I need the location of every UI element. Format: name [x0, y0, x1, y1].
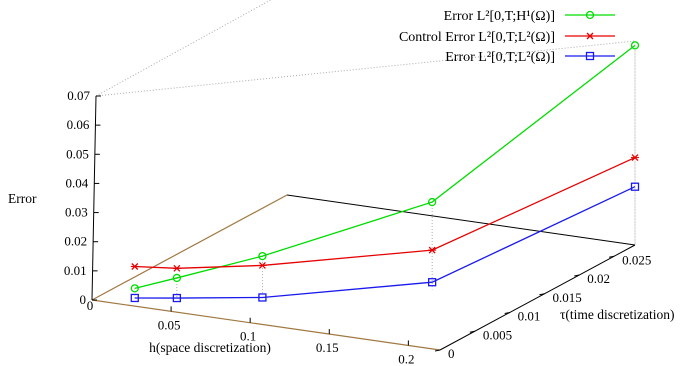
legend-entry-label: Error L²[0,T;H¹(Ω)] [444, 9, 555, 24]
h-tick-label: 0.15 [316, 340, 339, 355]
tau-tick-label: 0.015 [552, 290, 581, 305]
legend-swatch-marker [585, 10, 595, 20]
series-point [631, 154, 639, 162]
h-axis-line [91, 299, 441, 351]
z-axis-line [91, 95, 97, 301]
z-tick-label: 0 [80, 292, 87, 307]
h-axis-label: h(space discretization) [149, 340, 271, 355]
h-tick-label: 0.2 [398, 351, 414, 366]
h-tick-label: 0.1 [240, 329, 256, 344]
axis-ticks: 0 0.01 0.02 0.03 0.04 0.05 0.06 0.07 0 0.05 0.1 0.1… [64, 88, 652, 366]
series-point [130, 293, 139, 303]
tau-tick-mark [469, 330, 475, 333]
left-base-edge [91, 194, 288, 301]
z-tick-label: 0.04 [66, 175, 89, 190]
z-axis-label: Error [8, 191, 37, 206]
series-point [428, 246, 437, 254]
tau-axis-line [439, 244, 636, 351]
series-point [172, 293, 182, 303]
series-point [427, 278, 437, 287]
tau-tick-mark [434, 349, 441, 352]
series-point [130, 263, 139, 270]
legend-swatch-marker [586, 32, 594, 40]
z-tick-label: 0.06 [67, 117, 90, 132]
z-tick-label: 0.03 [65, 205, 88, 220]
legend-swatch-marker [585, 51, 595, 61]
series-point [630, 182, 640, 191]
plot-frame [91, 0, 636, 351]
tau-tick-mark [609, 255, 615, 258]
tau-tick-label: 0.01 [518, 309, 541, 324]
z-tick-label: 0.02 [64, 234, 87, 249]
legend-entry-label: Control Error L²[0,T;L²(Ω)] [399, 30, 555, 45]
data-series [130, 41, 640, 303]
axis-labels: Error h(space discretization) τ(time discr… [8, 191, 675, 355]
h-tick-label: 0.05 [158, 317, 181, 332]
tau-tick-mark [504, 312, 510, 314]
series-line [134, 44, 636, 289]
box-top-back-edge [95, 0, 272, 97]
series-point [427, 197, 437, 207]
tau-tick-label: 0.005 [483, 327, 512, 342]
tau-tick-mark [539, 293, 545, 296]
tau-tick-label: 0.025 [622, 252, 651, 267]
series-point [130, 284, 139, 293]
series-line [134, 186, 636, 299]
series-point [172, 273, 182, 283]
tau-axis-label: τ(time discretization) [560, 307, 675, 322]
series-point [172, 264, 181, 272]
series-line [134, 156, 636, 269]
series-point [630, 41, 640, 50]
legend-entry-label: Error L²[0,T;L²(Ω)] [445, 50, 555, 65]
tau-tick-mark [574, 274, 580, 277]
z-tick-label: 0.01 [64, 263, 87, 278]
tau-tick-label: 0 [448, 346, 455, 361]
series-point [258, 251, 267, 261]
h-tick-label: 0 [87, 298, 94, 313]
chart-legend: Error L²[0,T;H¹(Ω)] Control Error L²[0,T;… [399, 9, 615, 65]
back-base-edge [286, 194, 636, 246]
z-tick-label: 0.07 [67, 88, 90, 103]
series-point [258, 261, 267, 269]
box-top-edge [95, 40, 636, 97]
series-point [258, 293, 267, 302]
z-tick-label: 0.05 [66, 146, 89, 161]
tau-tick-label: 0.02 [587, 271, 610, 286]
series-droplines [134, 45, 636, 299]
